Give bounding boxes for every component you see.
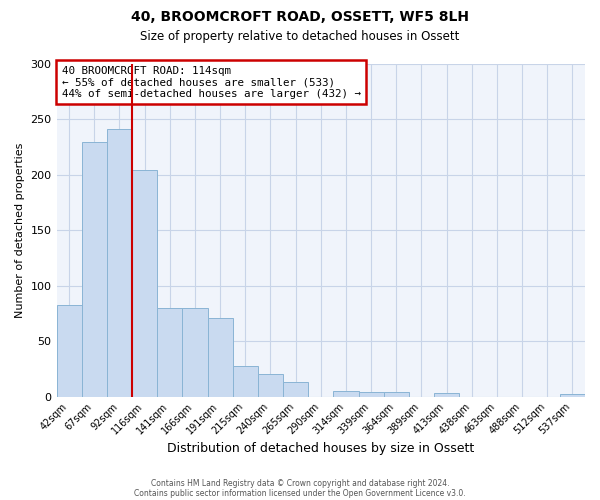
Bar xyxy=(233,366,258,396)
Text: Contains HM Land Registry data © Crown copyright and database right 2024.: Contains HM Land Registry data © Crown c… xyxy=(151,478,449,488)
Bar xyxy=(434,394,459,396)
Bar xyxy=(560,394,585,396)
X-axis label: Distribution of detached houses by size in Ossett: Distribution of detached houses by size … xyxy=(167,442,475,455)
Bar xyxy=(157,308,182,396)
Bar xyxy=(132,170,157,396)
Bar xyxy=(334,391,359,396)
Bar xyxy=(107,130,132,396)
Text: Contains public sector information licensed under the Open Government Licence v3: Contains public sector information licen… xyxy=(134,488,466,498)
Y-axis label: Number of detached properties: Number of detached properties xyxy=(15,142,25,318)
Text: 40, BROOMCROFT ROAD, OSSETT, WF5 8LH: 40, BROOMCROFT ROAD, OSSETT, WF5 8LH xyxy=(131,10,469,24)
Bar xyxy=(383,392,409,396)
Text: 40 BROOMCROFT ROAD: 114sqm
← 55% of detached houses are smaller (533)
44% of sem: 40 BROOMCROFT ROAD: 114sqm ← 55% of deta… xyxy=(62,66,361,99)
Text: Size of property relative to detached houses in Ossett: Size of property relative to detached ho… xyxy=(140,30,460,43)
Bar xyxy=(182,308,208,396)
Bar xyxy=(359,392,383,396)
Bar xyxy=(82,142,107,396)
Bar xyxy=(258,374,283,396)
Bar xyxy=(283,382,308,396)
Bar xyxy=(208,318,233,396)
Bar xyxy=(56,304,82,396)
